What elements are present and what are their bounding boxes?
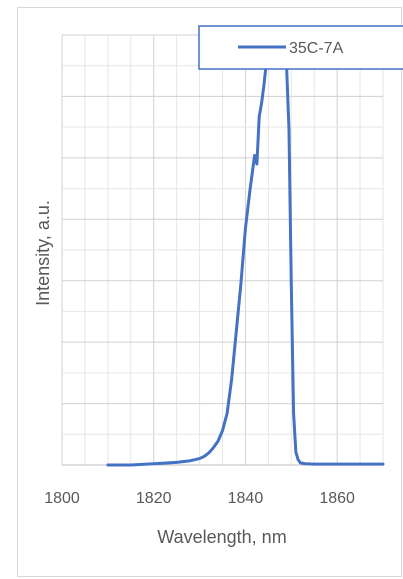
x-tick-label: 1800 xyxy=(44,490,80,507)
chart-frame xyxy=(17,7,402,577)
x-tick-labels: 1800 1820 1840 1860 xyxy=(44,490,355,507)
y-axis-title: Intensity, a.u. xyxy=(33,200,53,306)
x-tick-label: 1820 xyxy=(136,490,172,507)
x-tick-label: 1840 xyxy=(228,490,264,507)
legend-box xyxy=(198,25,403,70)
series-line-35c-7a xyxy=(106,33,385,467)
grid xyxy=(61,34,384,466)
x-axis-title: Wavelength, nm xyxy=(157,527,286,547)
legend-label: 35C-7A xyxy=(289,40,344,57)
x-tick-label: 1860 xyxy=(319,490,355,507)
legend[interactable]: 35C-7A xyxy=(198,25,403,70)
